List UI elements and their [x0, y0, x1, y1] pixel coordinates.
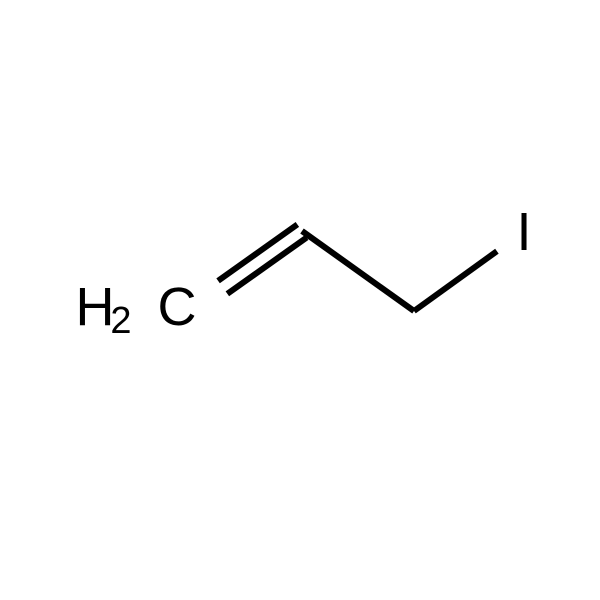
bonds-group: [218, 224, 497, 311]
molecule-canvas: C2HI: [0, 0, 600, 600]
svg-text:I: I: [516, 202, 531, 262]
svg-text:H: H: [76, 277, 115, 337]
svg-text:C: C: [158, 277, 197, 337]
